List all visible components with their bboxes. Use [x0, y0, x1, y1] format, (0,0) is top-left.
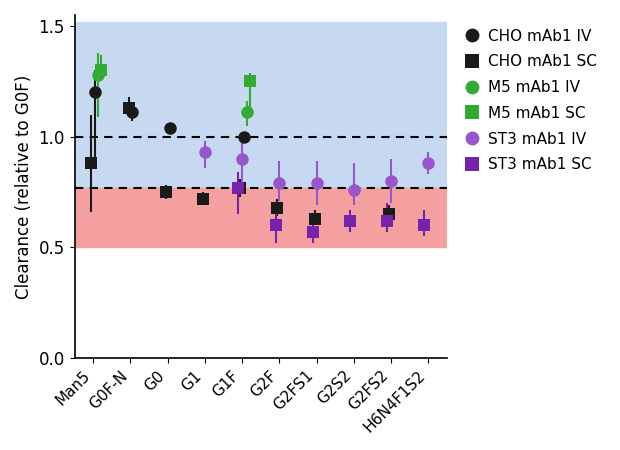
Bar	[74, 22, 447, 188]
Y-axis label: Clearance (relative to G0F): Clearance (relative to G0F)	[15, 74, 33, 299]
Bar	[74, 188, 447, 248]
Legend: CHO mAb1 IV, CHO mAb1 SC, M5 mAb1 IV, M5 mAb1 SC, ST3 mAb1 IV, ST3 mAb1 SC: CHO mAb1 IV, CHO mAb1 SC, M5 mAb1 IV, M5…	[462, 22, 603, 178]
